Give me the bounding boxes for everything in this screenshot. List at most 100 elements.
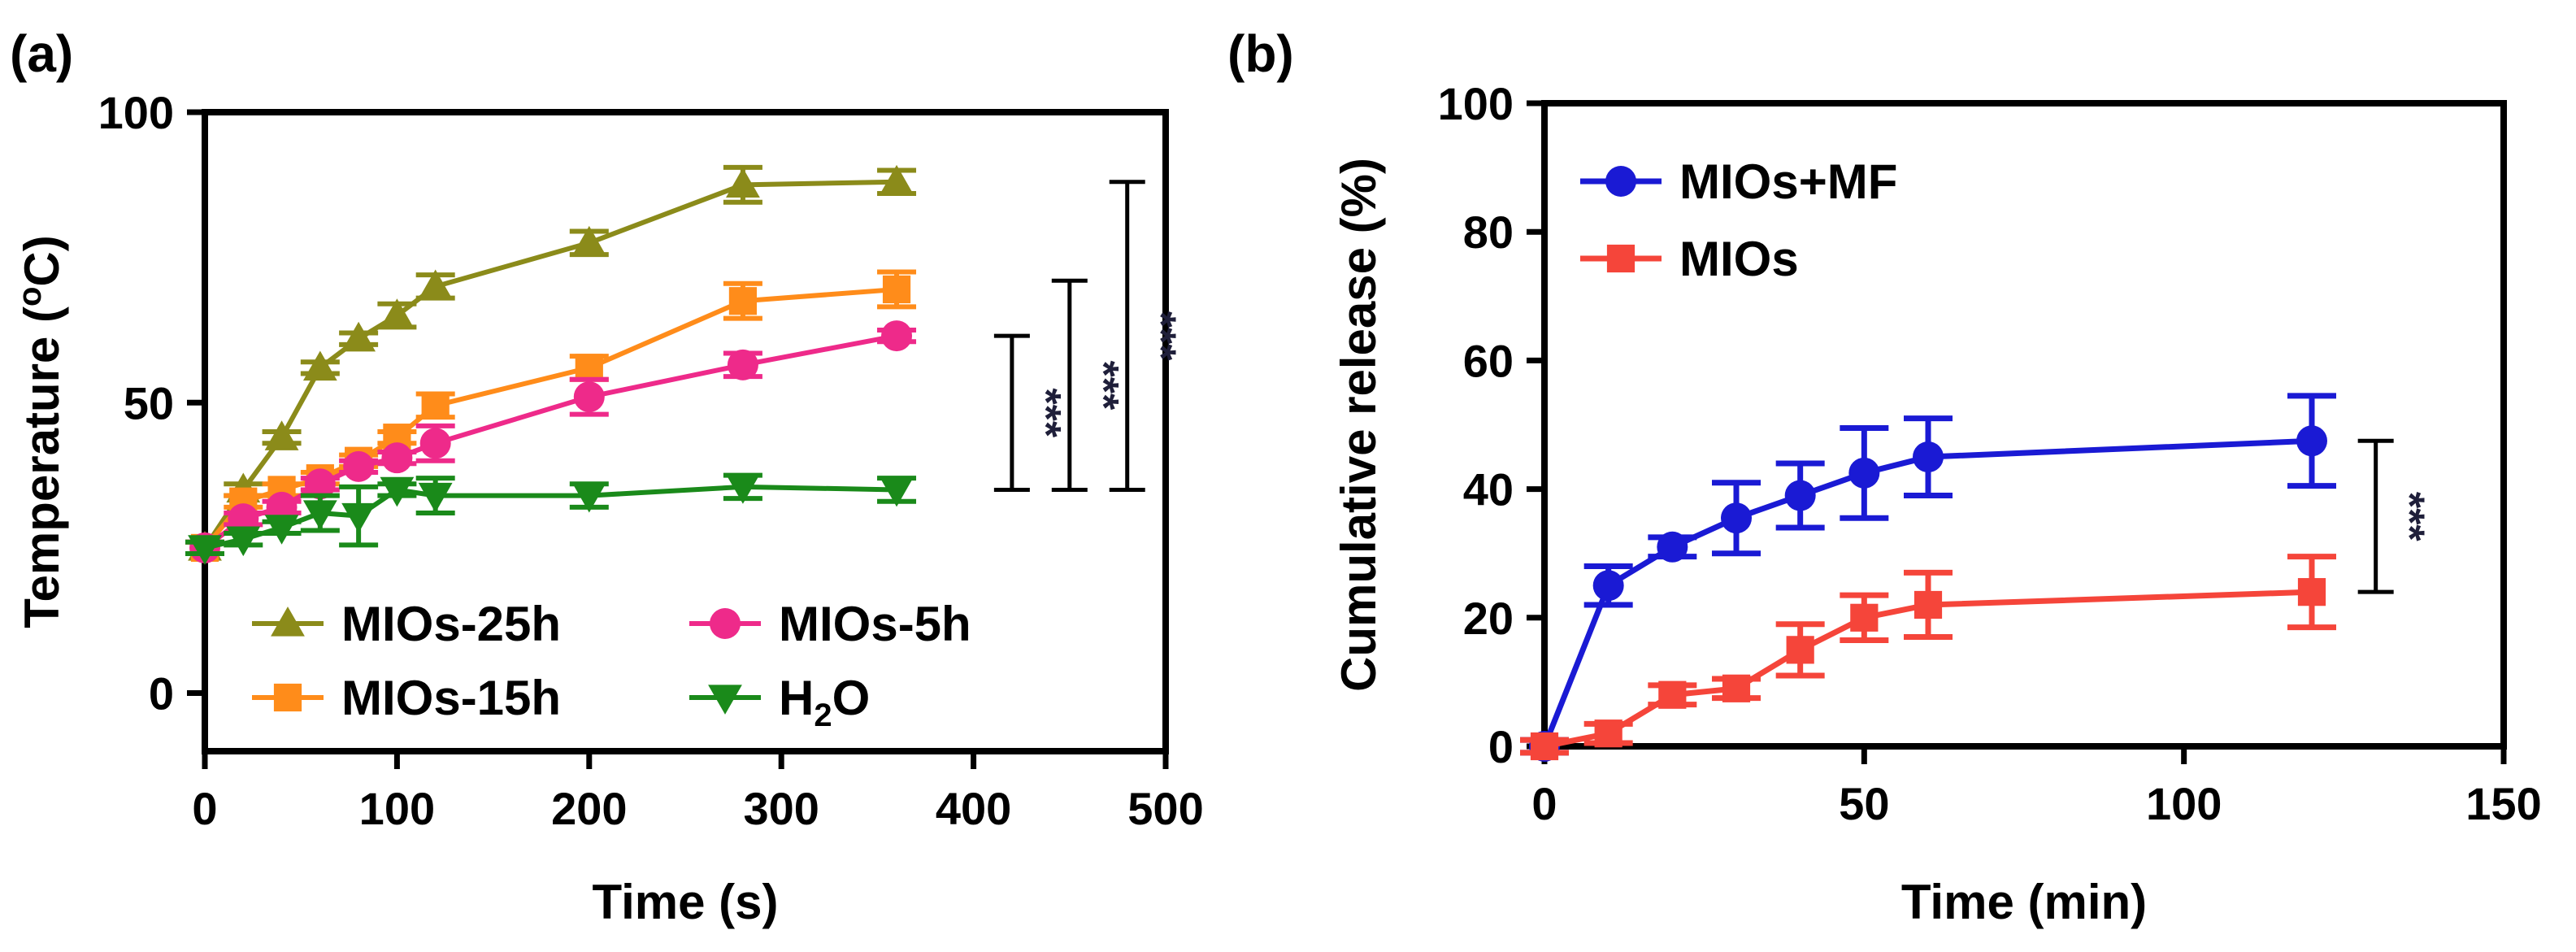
data-point: [728, 287, 758, 315]
data-point: [419, 428, 451, 459]
y-axis-title-unit: C): [15, 235, 69, 286]
series-2: [185, 320, 917, 563]
data-point: [2297, 578, 2326, 606]
data-point: [727, 349, 758, 380]
y-axis-title-main: Cumulative release (%): [1331, 158, 1386, 692]
data-point: [2296, 425, 2327, 457]
legend-marker: [271, 606, 305, 637]
panel-label: (b): [1227, 24, 1294, 83]
data-point: [1657, 531, 1688, 563]
data-point: [1530, 732, 1559, 761]
legend-item: MIOs: [1580, 232, 1799, 286]
legend-item: H2O: [689, 671, 870, 733]
legend-marker: [1606, 244, 1636, 273]
significance-label: ***: [1022, 388, 1069, 437]
data-point: [380, 476, 415, 507]
data-point: [880, 476, 914, 507]
data-point: [726, 474, 760, 504]
data-point: [264, 420, 299, 450]
legend-label-main: H: [779, 671, 814, 725]
significance-bracket: ***: [2357, 438, 2433, 594]
y-tick-label: 20: [1463, 593, 1514, 644]
data-point: [1850, 603, 1879, 632]
x-tick-label: 300: [743, 783, 819, 834]
y-axis-title-degree: o: [12, 287, 48, 306]
legend-item: MIOs-15h: [252, 671, 561, 725]
data-point: [880, 164, 914, 195]
y-tick-label: 0: [149, 668, 174, 719]
data-point: [304, 468, 336, 500]
data-point: [882, 275, 911, 304]
legend-label: MIOs-25h: [341, 597, 561, 651]
legend-label-subscript: 2: [814, 698, 832, 733]
data-point: [571, 482, 606, 513]
data-point: [1784, 480, 1816, 511]
legend-label: MIOs: [1679, 232, 1799, 286]
data-point: [1786, 636, 1814, 664]
panel-b-release-chart: (b) 0 50 100 150 0 20 40 60 80 100 Time (min) Cumula…: [1227, 24, 2542, 929]
y-tick-label: 60: [1463, 335, 1514, 386]
data-point: [726, 167, 760, 198]
x-tick-label: 0: [1531, 778, 1557, 829]
data-point: [418, 269, 453, 300]
legend-item: MIOs-25h: [252, 597, 561, 651]
data-point: [881, 320, 913, 352]
x-axis-title: Time (s): [593, 875, 779, 929]
significance-label: ***: [1137, 311, 1184, 361]
legend-label: H2O: [779, 671, 870, 733]
x-axis-title: Time (min): [1901, 875, 2147, 929]
data-point: [381, 442, 413, 474]
series-3: [185, 472, 917, 565]
legend-label-main: MIOs+MF: [1679, 154, 1897, 209]
data-point: [573, 381, 605, 413]
legend-label-main: MIOs-15h: [341, 671, 561, 725]
y-axis-title: Cumulative release (%): [1331, 158, 1386, 692]
data-point: [1594, 719, 1622, 748]
legend-marker: [1605, 166, 1636, 197]
legend-item: MIOs-5h: [689, 597, 971, 651]
x-tick-label: 50: [1839, 778, 1889, 829]
x-tick-label: 200: [551, 783, 627, 834]
legend-label-main: MIOs: [1679, 232, 1799, 286]
significance-bracket: ***: [993, 333, 1069, 492]
data-point: [302, 350, 337, 381]
y-tick-label: 100: [1438, 78, 1514, 129]
legend-label: MIOs-5h: [779, 597, 971, 651]
significance-bracket: ***: [1051, 278, 1127, 492]
data-point: [571, 225, 606, 256]
y-tick-label: 100: [98, 87, 174, 138]
data-point: [418, 482, 453, 513]
panel-a-temperature-chart: (a) 0 100 200 300 400 500 0 50 100 Time (s) Tempera…: [10, 24, 1204, 929]
data-point: [1913, 441, 1944, 473]
legend-label-main: MIOs-5h: [779, 597, 971, 651]
x-tick-label: 100: [359, 783, 435, 834]
data-point: [1658, 680, 1687, 709]
x-tick-label: 0: [192, 783, 217, 834]
legend-marker: [710, 608, 741, 639]
y-tick-label: 50: [124, 377, 174, 428]
plot-frame: [1541, 100, 2507, 750]
y-tick-label: 0: [1488, 721, 1514, 772]
data-point: [1722, 674, 1751, 702]
data-point: [302, 500, 337, 530]
legend-label-tail: O: [832, 671, 871, 725]
legend-marker: [708, 685, 742, 715]
data-point: [1592, 570, 1624, 602]
y-axis-title: Temperature (oC): [12, 235, 69, 628]
data-point: [421, 391, 450, 419]
legend-marker: [273, 683, 302, 712]
plot-frame: [202, 109, 1169, 754]
panel-label: (a): [10, 24, 73, 83]
data-point: [343, 450, 375, 482]
data-point: [188, 535, 222, 565]
legend-item: MIOs+MF: [1580, 154, 1897, 209]
significance-label: ***: [2386, 492, 2433, 541]
data-point: [1721, 502, 1752, 534]
significance-label: ***: [1079, 360, 1127, 410]
significance-bracket: ***: [1109, 180, 1184, 492]
series-1: [1520, 554, 2336, 761]
data-point: [264, 515, 299, 545]
data-point: [380, 298, 415, 328]
data-point: [1848, 457, 1880, 489]
